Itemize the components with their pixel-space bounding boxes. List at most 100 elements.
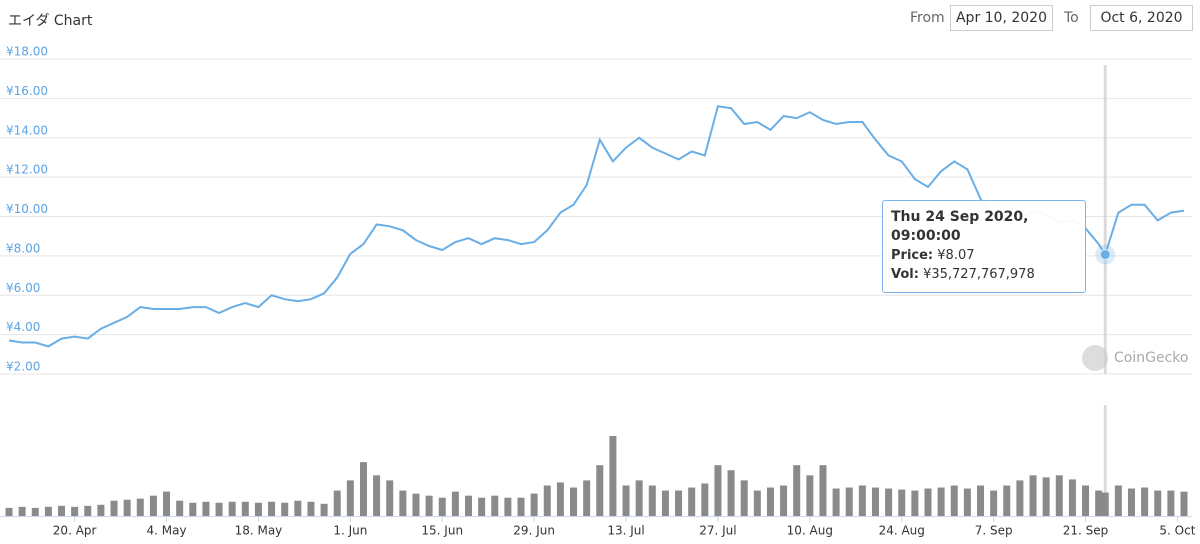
x-tick-label: 1. Jun <box>333 524 367 538</box>
volume-bar <box>176 500 184 516</box>
volume-bar <box>241 501 249 516</box>
volume-bar <box>1180 491 1188 516</box>
volume-bar <box>307 501 315 516</box>
volume-bar <box>727 470 735 516</box>
hover-point <box>1099 248 1111 260</box>
x-tick-label: 13. Jul <box>607 524 644 538</box>
volume-bar <box>5 507 13 516</box>
volume-bar <box>254 502 262 516</box>
volume-bar <box>990 490 998 516</box>
volume-bar <box>425 495 433 516</box>
volume-bar <box>110 500 118 516</box>
volume-bar <box>71 506 79 516</box>
volume-bar <box>517 497 525 516</box>
volume-bar <box>530 493 538 516</box>
volume-bar <box>504 497 512 516</box>
volume-bar <box>451 491 459 516</box>
hover-halo <box>1095 244 1116 265</box>
y-tick-label: ¥6.00 <box>6 281 40 295</box>
x-tick-label: 18. May <box>235 524 283 538</box>
volume-bar <box>84 505 92 516</box>
volume-bar <box>333 490 341 516</box>
volume-bar <box>18 506 26 516</box>
volume-bar <box>1127 488 1135 516</box>
volume-bar <box>320 503 328 516</box>
y-tick-label: ¥18.00 <box>6 45 48 59</box>
x-tick-label: 27. Jul <box>699 524 736 538</box>
tooltip-price-label: Price: <box>891 248 934 263</box>
chart-title: エイダ Chart <box>8 13 93 29</box>
volume-bar <box>570 487 578 516</box>
x-tick-label: 5. Oct <box>1159 524 1195 538</box>
x-tick-label: 29. Jun <box>513 524 555 538</box>
volume-bar <box>977 485 985 516</box>
from-label: From <box>910 10 945 26</box>
volume-bar <box>766 487 774 516</box>
volume-bar <box>806 475 814 516</box>
volume-bar <box>149 495 157 516</box>
from-date[interactable]: Apr 10, 2020 <box>950 5 1053 31</box>
volume-bar <box>845 487 853 516</box>
volume-bar <box>1101 492 1109 516</box>
x-tick-label: 15. Jun <box>421 524 463 538</box>
volume-bar <box>359 462 367 516</box>
volume-bar <box>543 485 551 516</box>
volume-bar <box>1055 475 1063 516</box>
volume-bar <box>858 485 866 516</box>
tooltip-date: Thu 24 Sep 2020, 09:00:00 <box>891 209 1029 244</box>
volume-bar <box>701 483 709 516</box>
to-label: To <box>1064 10 1079 26</box>
volume-bar <box>622 485 630 516</box>
volume-bar <box>202 501 210 516</box>
volume-bar <box>1042 477 1050 516</box>
volume-bar <box>832 488 840 516</box>
volume-bar <box>583 480 591 516</box>
watermark: CoinGecko <box>1114 350 1188 366</box>
volume-bar <box>1141 487 1149 516</box>
volume-bar <box>123 499 131 516</box>
volume-bar <box>1029 475 1037 516</box>
volume-bar <box>478 497 486 516</box>
volume-bar <box>373 475 381 516</box>
volume-bar <box>1154 490 1162 516</box>
volume-bar <box>97 504 105 516</box>
volume-bar <box>491 495 499 516</box>
tooltip-price: ¥8.07 <box>937 248 975 263</box>
volume-bar <box>228 501 236 516</box>
volume-bar <box>648 485 656 516</box>
y-tick-label: ¥16.00 <box>6 84 48 98</box>
volume-bar <box>924 488 932 516</box>
volume-bar <box>281 502 289 516</box>
volume-bar <box>215 502 223 516</box>
tooltip: Thu 24 Sep 2020, 09:00:00 Price: ¥8.07 V… <box>882 200 1086 293</box>
volume-bar <box>635 480 643 516</box>
volume-bar <box>596 465 604 516</box>
y-tick-label: ¥2.00 <box>6 360 40 374</box>
volume-bar <box>714 465 722 516</box>
volume-bar <box>1095 490 1103 516</box>
y-tick-label: ¥12.00 <box>6 163 48 177</box>
volume-bar <box>740 480 748 516</box>
volume-bar <box>412 493 420 516</box>
volume-bar <box>819 465 827 516</box>
y-tick-label: ¥4.00 <box>6 320 40 334</box>
volume-bar <box>438 497 446 516</box>
volume-bar <box>753 490 761 516</box>
to-date[interactable]: Oct 6, 2020 <box>1090 5 1193 31</box>
volume-bar <box>31 507 39 516</box>
volume-bar <box>1167 490 1175 516</box>
volume-bar <box>1016 480 1024 516</box>
y-tick-label: ¥10.00 <box>6 202 48 216</box>
volume-bar <box>871 487 879 516</box>
volume-bar <box>1003 485 1011 516</box>
volume-bar <box>885 488 893 516</box>
x-tick-label: 20. Apr <box>53 524 97 538</box>
volume-bar <box>609 436 617 516</box>
volume-bar <box>294 500 302 516</box>
x-tick-label: 7. Sep <box>975 524 1013 538</box>
volume-bar <box>675 490 683 516</box>
volume-bar <box>898 489 906 516</box>
volume-bar <box>163 491 171 516</box>
